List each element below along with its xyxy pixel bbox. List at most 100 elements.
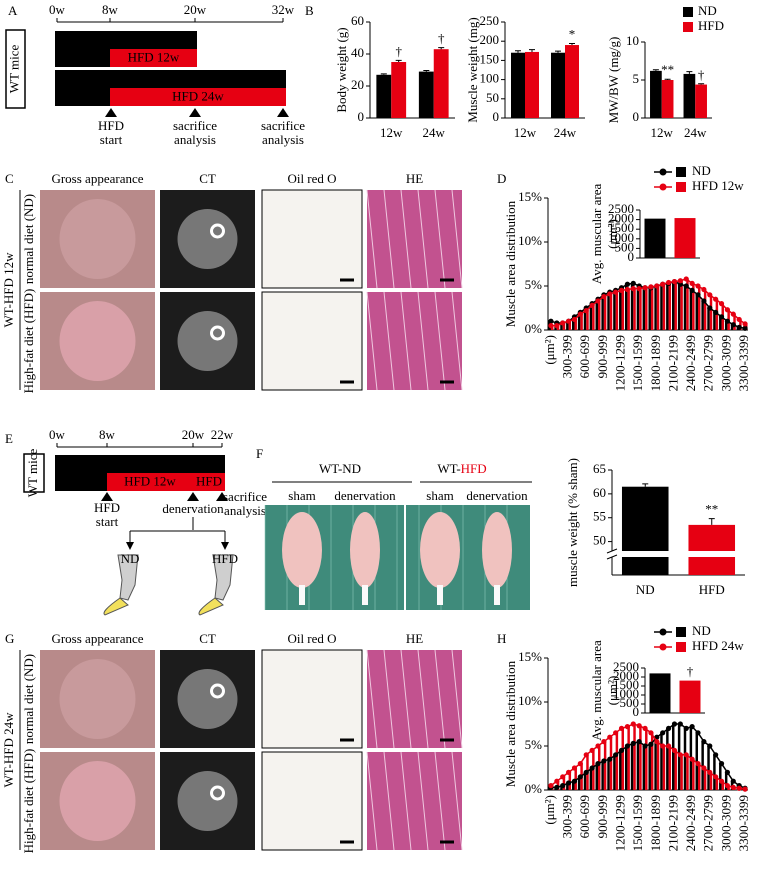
fiber-edge — [417, 189, 429, 289]
point — [660, 743, 666, 749]
bar — [639, 725, 642, 790]
event-marker — [277, 108, 289, 117]
ct-slice — [177, 209, 238, 269]
bar — [636, 741, 640, 790]
foot-drawing — [198, 597, 224, 616]
fiber-edge — [451, 649, 463, 749]
point — [701, 286, 707, 293]
bar — [562, 322, 566, 330]
panel-label: B — [305, 3, 314, 18]
x-tick-label: 12w — [514, 125, 537, 140]
point — [577, 774, 583, 780]
fiber-edge — [417, 291, 429, 391]
bar — [574, 319, 577, 330]
bar — [613, 290, 616, 330]
column-header: Oil red O — [287, 171, 336, 186]
bar — [418, 71, 434, 118]
error-bar — [686, 71, 693, 74]
fiber-edge — [434, 291, 446, 391]
point — [730, 322, 736, 328]
bar — [566, 321, 569, 330]
group-header: WT-ND — [319, 461, 361, 476]
point — [636, 723, 642, 729]
bar — [713, 312, 716, 330]
diet-label: ND — [73, 70, 92, 85]
y-tick-label: 2000 — [613, 668, 639, 683]
x-tick-label: 1800-1899 — [648, 335, 663, 391]
diet-label: ND — [200, 455, 219, 470]
fiber-edge — [451, 189, 463, 289]
bar — [730, 324, 734, 330]
image-panel — [261, 189, 363, 289]
bar — [595, 763, 598, 790]
arrow-head — [126, 542, 134, 550]
y-axis-label: Muscle area distribution — [503, 200, 518, 327]
fiber-edge — [417, 649, 429, 749]
point — [660, 281, 666, 287]
bar — [642, 287, 646, 330]
column-header: HE — [406, 171, 423, 186]
point — [548, 323, 554, 329]
point — [571, 778, 578, 784]
point — [660, 730, 666, 736]
point — [742, 325, 748, 331]
y-tick-label: 0 — [493, 109, 500, 124]
tendon — [437, 585, 443, 605]
bar — [589, 303, 593, 330]
legend-swatch — [683, 22, 693, 32]
error-bar — [380, 73, 387, 75]
ct-slice — [177, 311, 238, 371]
point — [613, 752, 619, 758]
point — [730, 778, 736, 784]
ct-bone — [210, 683, 225, 699]
x-tick-label: 600-699 — [577, 795, 592, 838]
bar — [644, 218, 666, 258]
x-tick-label: 1200-1299 — [613, 795, 628, 851]
bar — [589, 768, 593, 790]
point — [689, 287, 695, 293]
bar — [511, 52, 525, 118]
row-label: High-fat diet (HFD) — [21, 749, 36, 854]
point — [648, 730, 654, 736]
point — [601, 758, 607, 764]
diet-label: HFD — [196, 473, 222, 488]
bar — [619, 750, 622, 790]
group-header-part: HFD — [461, 461, 487, 476]
bar — [686, 278, 689, 330]
point — [736, 316, 742, 323]
point — [724, 783, 731, 789]
error-bar — [438, 47, 445, 50]
bar — [692, 283, 695, 330]
point — [654, 283, 660, 289]
x-tick-label: 12w — [380, 125, 403, 140]
legend-swatch — [683, 7, 693, 17]
panel-label: H — [497, 631, 506, 646]
bar — [583, 772, 587, 790]
bar — [683, 73, 696, 118]
point — [701, 298, 707, 304]
series-line — [550, 723, 746, 790]
x-tick-label: 1200-1299 — [613, 335, 628, 391]
bar — [688, 524, 736, 575]
annotation: ** — [661, 62, 674, 77]
event-label: sacrifice — [173, 118, 217, 133]
diet-segment — [193, 473, 225, 491]
point — [707, 305, 713, 311]
point — [577, 761, 583, 767]
point — [565, 769, 572, 776]
point — [613, 289, 619, 295]
diet-segment — [55, 70, 110, 88]
panel-label: A — [8, 3, 18, 18]
point — [630, 721, 636, 727]
photo-label: sham — [288, 488, 315, 503]
diagram-label: HFD — [212, 551, 238, 566]
y-tick-label: 60 — [351, 13, 364, 28]
y-tick-label: 2500 — [613, 659, 639, 674]
bar — [660, 732, 663, 790]
bar — [551, 52, 565, 118]
bar — [621, 290, 624, 330]
x-tick-label: 1500-1599 — [630, 335, 645, 391]
point — [736, 785, 742, 791]
tendon — [299, 585, 305, 605]
x-tick-label: (μm²) — [542, 795, 557, 825]
